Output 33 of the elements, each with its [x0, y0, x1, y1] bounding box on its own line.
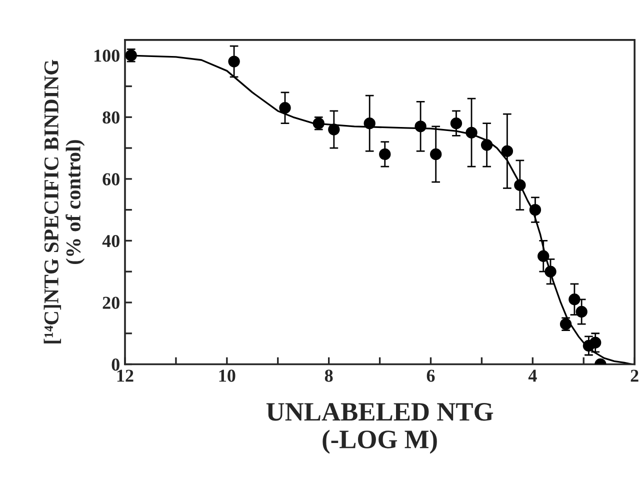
y-tick-label: 40	[102, 234, 120, 248]
point	[450, 117, 462, 130]
x-tick-label: 2	[630, 370, 638, 382]
point	[590, 336, 602, 348]
x-axis-title: UNLABELED NTG (-LOG M)	[266, 403, 494, 454]
point	[279, 102, 291, 114]
point	[538, 250, 550, 262]
x-tick-label: 12	[117, 370, 134, 382]
x-tick-label: 8	[324, 370, 333, 382]
x-tick-label: 4	[528, 370, 537, 382]
point	[576, 306, 588, 318]
point	[414, 120, 426, 132]
point	[328, 124, 340, 136]
y-tick-label: 0	[112, 358, 120, 371]
point	[430, 148, 442, 160]
point	[568, 294, 580, 306]
point	[501, 145, 514, 157]
y-tick-label: 80	[102, 111, 120, 124]
x-tick-label: 6	[426, 370, 435, 382]
y-axis-title: [¹⁴C]NTG SPECIFIC BINDING (% of control)	[44, 60, 85, 344]
x-tick-label: 10	[219, 370, 236, 382]
point	[514, 179, 526, 191]
point	[379, 148, 391, 160]
y-tick-label: 20	[102, 296, 120, 309]
y-tick-label: 60	[102, 173, 120, 186]
point	[125, 50, 137, 62]
point	[466, 126, 478, 138]
point	[364, 117, 376, 130]
point	[228, 56, 240, 68]
y-tick-label: 100	[94, 50, 120, 62]
point	[544, 266, 556, 278]
point	[480, 139, 493, 151]
point	[529, 204, 542, 216]
